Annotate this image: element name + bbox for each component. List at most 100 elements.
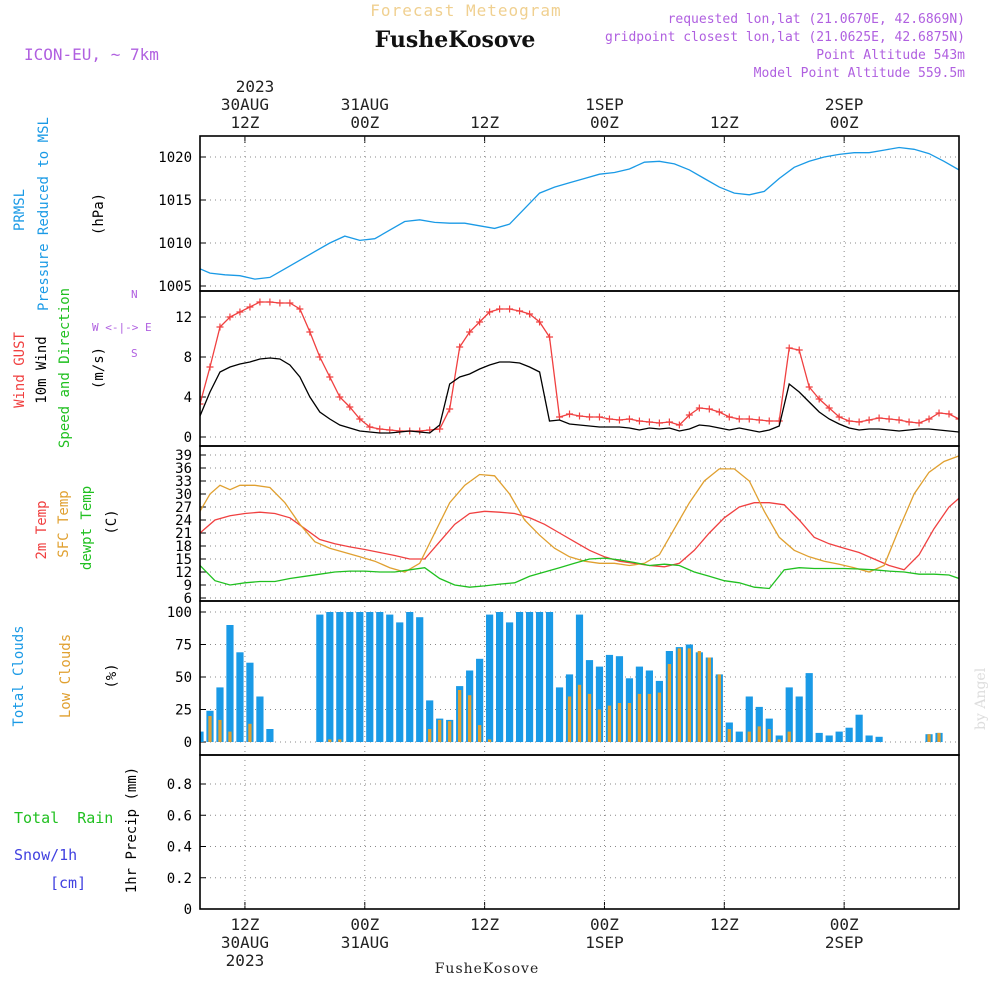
wind-frame bbox=[199, 290, 960, 447]
low-cloud-bar bbox=[757, 726, 761, 742]
ytick-label: 0.6 bbox=[167, 808, 192, 824]
ytick-label: 100 bbox=[167, 605, 192, 621]
gust-marker bbox=[346, 403, 354, 411]
total-cloud-bar bbox=[755, 706, 763, 742]
bottom-day-label: 31AUG bbox=[341, 933, 389, 952]
precip-frame bbox=[199, 754, 960, 910]
gust-marker bbox=[226, 313, 234, 321]
gust-marker bbox=[416, 427, 424, 435]
gust-marker bbox=[655, 419, 663, 427]
low-cloud-bar bbox=[627, 703, 632, 742]
watermark: by Angel bbox=[973, 667, 989, 730]
ytick-label: 30 bbox=[175, 487, 192, 503]
requested-coords: requested lon,lat (21.0670E, 42.6869N) bbox=[668, 12, 965, 27]
ytick-label: 6 bbox=[184, 591, 192, 607]
gust-marker bbox=[200, 400, 204, 408]
gust-marker bbox=[336, 393, 344, 401]
low-cloud-bar bbox=[567, 696, 572, 742]
panel-precip: 0 0.2 0.4 0.6 0.8 bbox=[167, 754, 960, 918]
total-cloud-bar bbox=[525, 612, 534, 742]
gust-marker bbox=[835, 413, 843, 421]
total-cloud-bar bbox=[535, 612, 544, 742]
total-cloud-bar bbox=[406, 612, 414, 742]
gust-marker bbox=[516, 307, 524, 315]
gust-marker bbox=[276, 299, 284, 307]
low-cloud-bar bbox=[657, 692, 662, 742]
gust-marker bbox=[446, 405, 454, 413]
gust-marker bbox=[925, 415, 933, 423]
low-cloud-bar bbox=[577, 684, 582, 742]
gust-marker bbox=[625, 415, 633, 423]
ytick-label: 33 bbox=[175, 474, 192, 490]
total-cloud-bar bbox=[545, 612, 554, 742]
low-cloud-bar bbox=[607, 705, 612, 742]
ytick-label: 1010 bbox=[158, 236, 192, 252]
total-cloud-bar bbox=[825, 735, 833, 742]
compass-s: S bbox=[131, 347, 138, 360]
top-hour-label: 00Z bbox=[590, 113, 619, 132]
low-cloud-bar bbox=[458, 690, 462, 742]
top-day-label: 30AUG bbox=[221, 95, 269, 114]
panel-wind: 0 4 8 12 bbox=[175, 290, 960, 447]
point-altitude: Point Altitude 543m bbox=[816, 48, 965, 63]
label-speed-direction: Speed and Direction bbox=[57, 288, 73, 448]
bottom-day-label: 2SEP bbox=[825, 933, 864, 952]
bottom-day-label: 30AUG bbox=[221, 933, 269, 952]
series-2m-temp bbox=[200, 497, 959, 571]
bottom-hour-label: 12Z bbox=[470, 915, 499, 934]
gust-marker bbox=[356, 415, 364, 423]
gust-marker bbox=[805, 383, 813, 391]
ytick-label: 75 bbox=[175, 638, 192, 654]
low-cloud-bar bbox=[617, 703, 622, 742]
total-cloud-bar bbox=[476, 658, 484, 742]
ytick-label: 8 bbox=[184, 350, 192, 366]
gust-marker bbox=[486, 308, 494, 316]
total-cloud-bar bbox=[855, 714, 863, 742]
wind-content bbox=[200, 298, 959, 435]
year-label-top: 2023 bbox=[236, 77, 275, 96]
gust-marker bbox=[585, 413, 593, 421]
gust-marker bbox=[825, 404, 833, 412]
gust-marker bbox=[576, 412, 583, 420]
label-1hr-precip: 1hr Precip (mm) bbox=[124, 767, 140, 893]
low-cloud-bar bbox=[747, 731, 751, 742]
gust-marker bbox=[376, 425, 384, 433]
label-10m-wind: 10m Wind bbox=[34, 336, 50, 403]
ytick-label: 0.2 bbox=[167, 871, 192, 887]
temp-frame bbox=[199, 445, 960, 602]
total-cloud-bar bbox=[795, 696, 803, 742]
gust-marker bbox=[725, 413, 733, 421]
gust-marker bbox=[685, 411, 693, 419]
label-dewpt-temp: dewpt Temp bbox=[79, 486, 95, 570]
gust-marker bbox=[246, 303, 254, 311]
label-pressure-msl: Pressure Reduced to MSL bbox=[36, 117, 52, 311]
total-cloud-bar bbox=[256, 696, 264, 742]
gust-marker bbox=[476, 318, 484, 326]
gust-marker bbox=[765, 417, 773, 425]
total-cloud-bar bbox=[266, 729, 274, 742]
ytick-label: 12 bbox=[175, 565, 192, 581]
total-cloud-bar bbox=[356, 612, 364, 742]
low-cloud-bar bbox=[218, 719, 222, 742]
top-hour-label: 00Z bbox=[830, 113, 859, 132]
low-cloud-bar bbox=[727, 729, 731, 742]
low-cloud-bar bbox=[228, 731, 232, 742]
gust-marker bbox=[496, 305, 504, 313]
footer-location: FusheKosove bbox=[435, 961, 540, 977]
gust-marker bbox=[815, 395, 823, 403]
total-cloud-bar bbox=[735, 731, 743, 742]
total-cloud-bar bbox=[605, 654, 614, 742]
low-cloud-bar bbox=[328, 739, 332, 742]
low-cloud-bar bbox=[717, 674, 721, 742]
ytick-label: 0.4 bbox=[167, 840, 192, 856]
total-cloud-bar bbox=[426, 700, 434, 742]
bottom-year-label: 2023 bbox=[226, 951, 265, 970]
low-cloud-bar bbox=[488, 739, 492, 742]
label-wind-gust: Wind GUST bbox=[12, 332, 28, 408]
ytick-label: 15 bbox=[175, 552, 192, 568]
model-label: ICON-EU, ~ 7km bbox=[24, 45, 159, 64]
bottom-hour-label: 12Z bbox=[710, 915, 739, 934]
gust-marker bbox=[206, 363, 214, 371]
